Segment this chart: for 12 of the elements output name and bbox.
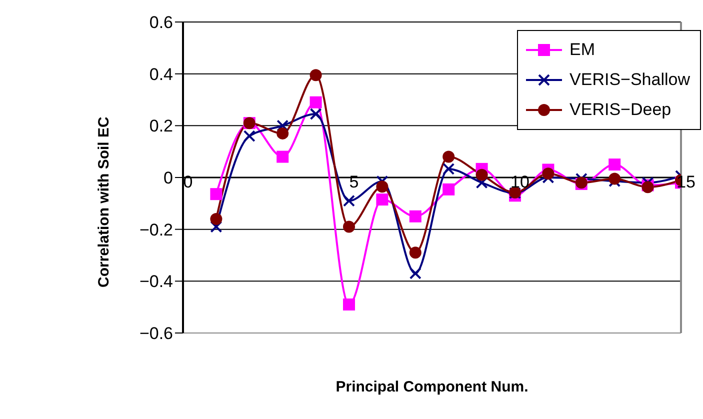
legend-label: VERIS−Shallow [570,69,690,91]
x-tick-label: 5 [349,172,359,192]
legend-label: VERIS−Deep [570,99,672,121]
y-axis-title: Correlation with Soil EC [95,116,112,288]
y-tick-label: −0.2 [139,220,173,240]
y-tick-label: −0.4 [139,272,173,292]
legend-label: EM [570,39,596,61]
x-axis-title: Principal Component Num. [336,378,528,396]
y-tick-label: −0.6 [139,324,173,344]
y-tick-label: 0.2 [149,116,173,136]
y-tick-label: 0.6 [149,13,173,32]
y-tick-label: 0.4 [149,64,173,84]
